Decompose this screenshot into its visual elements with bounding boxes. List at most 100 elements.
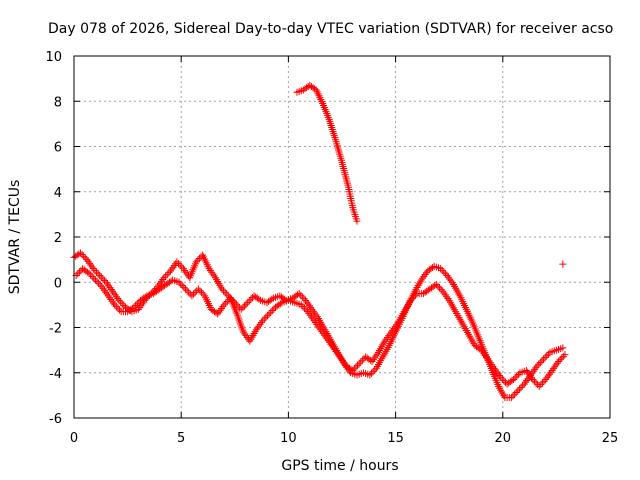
data-point bbox=[523, 376, 531, 384]
data-point bbox=[552, 361, 560, 369]
y-tick-label: 8 bbox=[54, 95, 62, 110]
y-tick-label: -4 bbox=[49, 367, 62, 382]
x-tick-label: 25 bbox=[602, 431, 619, 446]
data-point bbox=[535, 382, 543, 390]
data-point bbox=[112, 303, 120, 311]
data-point bbox=[267, 308, 275, 316]
data-point bbox=[533, 362, 541, 370]
data-point bbox=[438, 266, 446, 274]
data-point bbox=[107, 285, 115, 293]
x-tick-label: 20 bbox=[495, 431, 512, 446]
data-point bbox=[265, 310, 273, 318]
data-point bbox=[160, 274, 168, 282]
data-point bbox=[369, 368, 377, 376]
data-point bbox=[255, 322, 263, 330]
data-point bbox=[501, 378, 509, 386]
data-point bbox=[198, 288, 206, 296]
data-point bbox=[318, 328, 326, 336]
data-point bbox=[522, 378, 530, 386]
data-point bbox=[175, 278, 183, 286]
data-point bbox=[417, 276, 425, 284]
data-point bbox=[78, 251, 86, 259]
data-point bbox=[419, 274, 427, 282]
data-point bbox=[182, 268, 190, 276]
data-point bbox=[218, 304, 226, 312]
data-point bbox=[130, 303, 138, 311]
data-point bbox=[175, 260, 183, 268]
data-point bbox=[333, 349, 341, 357]
data-point bbox=[529, 367, 537, 375]
data-point bbox=[431, 282, 439, 290]
data-point bbox=[387, 328, 395, 336]
data-point bbox=[98, 283, 106, 291]
data-point bbox=[328, 342, 336, 350]
data-point bbox=[444, 295, 452, 303]
data-point bbox=[141, 293, 149, 301]
y-tick-label: -2 bbox=[49, 322, 62, 337]
data-point bbox=[315, 324, 323, 332]
data-point bbox=[181, 266, 189, 274]
data-point bbox=[540, 377, 548, 385]
data-point bbox=[324, 337, 332, 345]
data-point bbox=[80, 252, 88, 260]
data-point bbox=[84, 257, 92, 265]
data-point bbox=[549, 365, 557, 373]
data-point bbox=[522, 366, 530, 374]
data-point bbox=[439, 287, 447, 295]
data-point bbox=[531, 366, 539, 374]
data-point bbox=[191, 288, 199, 296]
data-point bbox=[85, 269, 93, 277]
data-point bbox=[90, 274, 98, 282]
data-point bbox=[495, 371, 503, 379]
data-point bbox=[305, 302, 313, 310]
data-point bbox=[420, 272, 428, 280]
data-point bbox=[349, 366, 357, 374]
data-point bbox=[432, 281, 440, 289]
data-point bbox=[392, 321, 400, 329]
data-point bbox=[350, 365, 358, 373]
data-point bbox=[507, 394, 515, 402]
data-point bbox=[240, 302, 248, 310]
data-point bbox=[513, 372, 521, 380]
data-point bbox=[421, 271, 429, 279]
data-point bbox=[319, 329, 327, 337]
data-point bbox=[87, 261, 95, 269]
data-point bbox=[476, 345, 484, 353]
data-point bbox=[132, 301, 140, 309]
data-points bbox=[70, 81, 569, 402]
data-point bbox=[208, 268, 216, 276]
data-point bbox=[263, 312, 271, 320]
data-point bbox=[367, 369, 375, 377]
data-point bbox=[209, 270, 217, 278]
data-point bbox=[99, 275, 107, 283]
data-point bbox=[327, 340, 335, 348]
data-point bbox=[75, 250, 83, 258]
data-point bbox=[183, 287, 191, 295]
data-point bbox=[543, 374, 551, 382]
data-point bbox=[242, 300, 250, 308]
data-point bbox=[298, 293, 306, 301]
data-point bbox=[244, 299, 252, 307]
data-point bbox=[294, 291, 302, 299]
data-point bbox=[262, 313, 270, 321]
data-point bbox=[134, 305, 142, 313]
data-point bbox=[194, 285, 202, 293]
data-point bbox=[93, 278, 101, 286]
data-point bbox=[179, 265, 187, 273]
data-point bbox=[102, 278, 110, 286]
data-point bbox=[241, 330, 249, 338]
data-point bbox=[448, 279, 456, 287]
data-point bbox=[391, 323, 399, 331]
data-point bbox=[223, 297, 231, 305]
data-point bbox=[222, 299, 230, 307]
data-point bbox=[353, 217, 361, 225]
data-point bbox=[180, 283, 188, 291]
data-point bbox=[510, 376, 518, 384]
data-point bbox=[188, 292, 196, 300]
data-point bbox=[331, 346, 339, 354]
data-point bbox=[441, 270, 449, 278]
data-point bbox=[178, 282, 186, 290]
data-point bbox=[484, 355, 492, 363]
data-point bbox=[210, 272, 218, 280]
